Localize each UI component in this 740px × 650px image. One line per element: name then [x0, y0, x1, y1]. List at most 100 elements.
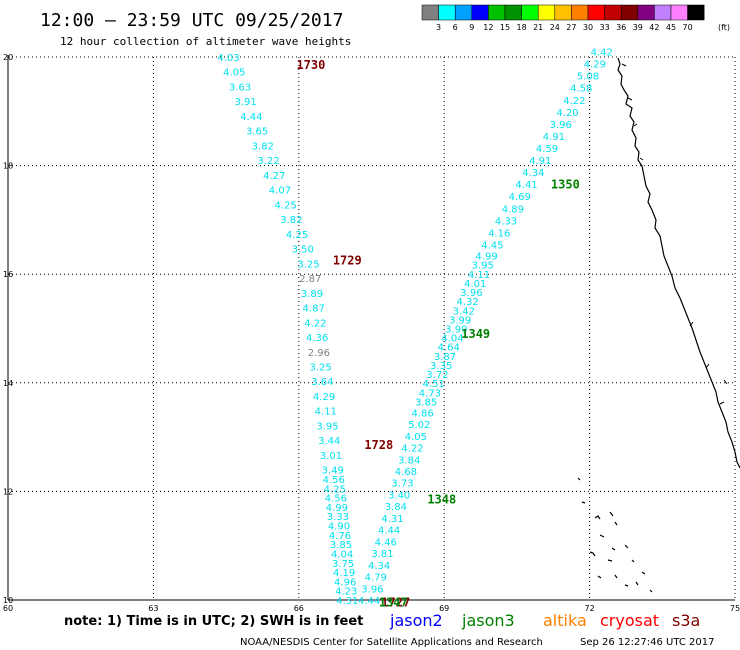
wave-height-value: 4.89 — [502, 204, 524, 215]
wave-height-value: 3.96 — [460, 288, 482, 299]
track-left-values: 4.03 4.05 3.63 3.91 4.44 3.65 3.82 3.22 4.27 4.07… — [217, 53, 358, 607]
wave-height-value: 4.22 — [401, 444, 423, 455]
wave-height-value: 3.40 — [388, 490, 410, 501]
colorbar-swatch — [620, 4, 639, 21]
wave-height-value: 4.56 — [323, 475, 345, 486]
wave-height-value: 2.96 — [308, 348, 330, 359]
y-tick-label: 10 — [3, 596, 13, 605]
axis-tick-labels: 60 63 66 69 72 75 20 18 16 14 12 10 — [3, 53, 740, 613]
islands — [577, 477, 653, 593]
wave-height-value: 4.25 — [275, 200, 297, 211]
wave-height-value: 4.22 — [304, 318, 326, 329]
wave-height-value: 3.64 — [311, 377, 333, 388]
wave-height-value: 3.01 — [320, 451, 342, 462]
colorbar-swatch — [637, 4, 655, 21]
wave-height-value: 3.25 — [309, 363, 331, 374]
legend-cryosat: cryosat — [600, 611, 659, 630]
wave-height-value: 4.31 — [336, 596, 358, 607]
wave-height-value: 2.87 — [299, 274, 321, 285]
wave-height-value: 4.29 — [584, 60, 606, 71]
wave-height-value: 4.56 — [325, 494, 347, 505]
wave-height-value: 3.96 — [361, 584, 383, 595]
pass-number-label: 1349 — [461, 327, 490, 341]
wave-height-value: 4.87 — [303, 304, 325, 315]
wave-height-value: 4.76 — [329, 531, 351, 542]
wave-height-value: 3.95 — [472, 261, 494, 272]
colorbar-label: 33 — [600, 23, 610, 32]
wave-height-value: 4.59 — [536, 144, 558, 155]
wave-height-value: 3.35 — [430, 361, 452, 372]
satellite-legend: jason2 jason3 altika cryosat s3a — [389, 611, 700, 630]
wave-height-value: 4.41 — [515, 180, 537, 191]
wave-height-value: 3.42 — [453, 306, 475, 317]
pass-number-label: 1728 — [364, 438, 393, 452]
wave-height-value: 4.79 — [365, 573, 387, 584]
wave-height-value: 4.44 — [358, 596, 380, 607]
colorbar-label: 70 — [683, 23, 693, 32]
wave-height-value: 3.50 — [292, 245, 314, 256]
wave-height-value: 3.72 — [426, 370, 448, 381]
y-tick-label: 12 — [3, 487, 13, 496]
track-right-values: 4.424.295.084.584.224.203.964.914.594.91… — [358, 48, 613, 607]
footer-credit: NOAA/NESDIS Center for Satellite Applica… — [240, 637, 543, 648]
legend-s3a: s3a — [672, 611, 700, 630]
colorbar-swatch — [471, 4, 489, 21]
legend-jason3: jason3 — [461, 611, 515, 630]
colorbar-label: 6 — [453, 23, 458, 32]
wave-height-value: 3.81 — [371, 549, 393, 560]
colorbar-label: 39 — [633, 23, 643, 32]
x-tick-label: 72 — [585, 604, 595, 613]
wave-height-value: 3.84 — [385, 502, 407, 513]
wave-height-value: 3.22 — [257, 156, 279, 167]
wave-height-value: 4.27 — [263, 171, 285, 182]
coastline — [617, 57, 740, 469]
colorbar-label: 18 — [517, 23, 527, 32]
wave-height-value: 3.96 — [550, 120, 572, 131]
wave-height-value: 3.25 — [297, 259, 319, 270]
pass-labels: 1730 1729 1728 1727 1350 1349 1348 1347 — [296, 58, 579, 610]
colorbar-swatch — [587, 4, 605, 21]
colorbar-swatch — [654, 4, 672, 21]
wave-height-value: 4.05 — [223, 68, 245, 79]
wave-height-value: 4.42 — [591, 48, 613, 59]
grid-lines — [8, 56, 736, 600]
wave-height-value: 4.11 — [468, 270, 490, 281]
colorbar-swatch — [687, 4, 705, 21]
pass-number-label: 1347 — [379, 596, 408, 610]
wave-height-value: 3.82 — [280, 215, 302, 226]
colorbar-label: 15 — [500, 23, 510, 32]
footer-note: note: 1) Time is in UTC; 2) SWH is in fe… — [64, 614, 363, 629]
colorbar-swatch — [438, 4, 456, 21]
colorbar-legend: 3 6 9 12 15 18 21 24 27 30 33 36 39 42 45 70 — [421, 4, 705, 32]
legend-altika: altika — [543, 611, 587, 630]
wave-height-value: 4.25 — [286, 230, 308, 241]
wave-height-value: 3.95 — [316, 421, 338, 432]
colorbar-label: 30 — [583, 23, 593, 32]
wave-height-value: 3.82 — [252, 141, 274, 152]
wave-height-value: 4.34 — [522, 168, 544, 179]
wave-height-value: 4.64 — [438, 343, 460, 354]
colorbar-label: 45 — [666, 23, 676, 32]
x-tick-label: 69 — [439, 604, 449, 613]
colorbar-label: 12 — [483, 23, 493, 32]
y-tick-label: 16 — [3, 270, 13, 279]
wave-height-value: 4.23 — [335, 587, 357, 598]
wave-height-value: 3.75 — [332, 559, 354, 570]
wave-height-value: 3.49 — [322, 466, 344, 477]
wave-height-value: 4.69 — [509, 192, 531, 203]
wave-height-value: 4.51 — [423, 379, 445, 390]
wave-height-value: 4.29 — [313, 392, 335, 403]
wave-height-value: 4.32 — [457, 297, 479, 308]
island-outlines — [577, 477, 653, 593]
wave-height-value: 4.20 — [556, 108, 578, 119]
wave-height-value: 3.84 — [398, 455, 420, 466]
wave-height-value: 5.02 — [408, 420, 430, 431]
colorbar-swatch — [421, 4, 439, 21]
wave-height-value: 4.96 — [334, 577, 356, 588]
wave-height-value: 3.87 — [434, 352, 456, 363]
wave-height-value: 5.08 — [577, 72, 599, 83]
wave-height-value: 4.05 — [405, 432, 427, 443]
colorbar-label: 24 — [550, 23, 560, 32]
wave-height-value: 4.45 — [481, 240, 503, 251]
wave-height-value: 4.33 — [495, 216, 517, 227]
